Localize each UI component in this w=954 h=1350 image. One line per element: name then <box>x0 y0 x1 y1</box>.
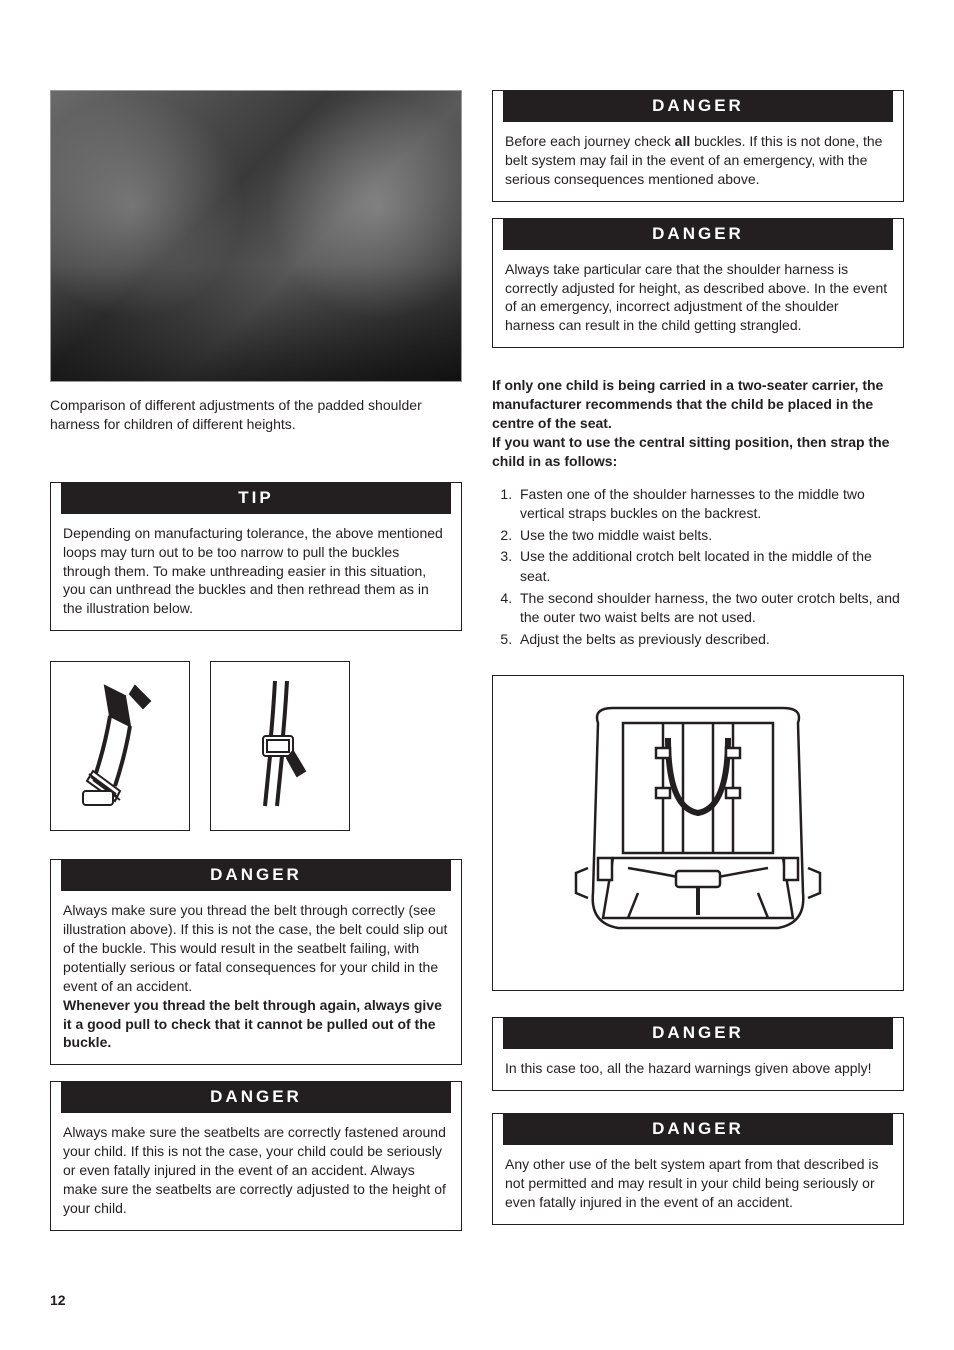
danger-body: Always make sure you thread the belt thr… <box>51 891 461 1064</box>
single-child-note: If only one child is being carried in a … <box>492 376 904 470</box>
danger-body-bold: Whenever you thread the belt through aga… <box>63 997 442 1051</box>
danger-callout-right-2: DANGER Always take particular care that … <box>492 218 904 349</box>
buckle-illustration-2-icon <box>235 676 325 816</box>
strap-steps-list: Fasten one of the shoulder harnesses to … <box>492 485 904 652</box>
left-column: Comparison of different adjustments of t… <box>50 90 462 1231</box>
step-item: Adjust the belts as previously described… <box>516 630 904 650</box>
danger-callout-left-2: DANGER Always make sure the seatbelts ar… <box>50 1081 462 1230</box>
danger-body: In this case too, all the hazard warning… <box>493 1049 903 1090</box>
page-columns: Comparison of different adjustments of t… <box>50 90 904 1231</box>
danger-header: DANGER <box>503 91 893 122</box>
buckle-thumb-2 <box>210 661 350 831</box>
danger-callout-right-1: DANGER Before each journey check all buc… <box>492 90 904 202</box>
tip-callout: TIP Depending on manufacturing tolerance… <box>50 482 462 631</box>
danger-body: Always take particular care that the sho… <box>493 250 903 348</box>
seat-harness-diagram-icon <box>568 693 828 973</box>
danger-body-text: Always make sure you thread the belt thr… <box>63 902 447 994</box>
buckle-thumbnails <box>50 661 462 831</box>
danger-body: Always make sure the seatbelts are corre… <box>51 1113 461 1229</box>
danger-callout-right-3: DANGER In this case too, all the hazard … <box>492 1017 904 1091</box>
right-column: DANGER Before each journey check all buc… <box>492 90 904 1231</box>
danger-callout-left-1: DANGER Always make sure you thread the b… <box>50 859 462 1065</box>
danger-header: DANGER <box>61 1082 451 1113</box>
danger-body: Any other use of the belt system apart f… <box>493 1145 903 1224</box>
photo-caption: Comparison of different adjustments of t… <box>50 396 462 434</box>
tip-header: TIP <box>61 483 451 514</box>
danger-bold-word: all <box>675 133 691 149</box>
step-item: The second shoulder harness, the two out… <box>516 589 904 628</box>
tip-body: Depending on manufacturing tolerance, th… <box>51 514 461 630</box>
bold-line-1: If only one child is being carried in a … <box>492 377 883 431</box>
seat-diagram <box>492 675 904 991</box>
danger-header: DANGER <box>503 1018 893 1049</box>
buckle-illustration-1-icon <box>75 676 165 816</box>
step-item: Use the additional crotch belt located i… <box>516 547 904 586</box>
step-item: Use the two middle waist belts. <box>516 526 904 546</box>
danger-pre: Before each journey check <box>505 133 675 149</box>
danger-body: Before each journey check all buckles. I… <box>493 122 903 201</box>
bold-line-2: If you want to use the central sitting p… <box>492 434 889 469</box>
page-number: 12 <box>50 1292 66 1308</box>
step-item: Fasten one of the shoulder harnesses to … <box>516 485 904 524</box>
harness-photo <box>50 90 462 382</box>
danger-callout-right-4: DANGER Any other use of the belt system … <box>492 1113 904 1225</box>
danger-header: DANGER <box>61 860 451 891</box>
buckle-thumb-1 <box>50 661 190 831</box>
danger-header: DANGER <box>503 219 893 250</box>
danger-header: DANGER <box>503 1114 893 1145</box>
